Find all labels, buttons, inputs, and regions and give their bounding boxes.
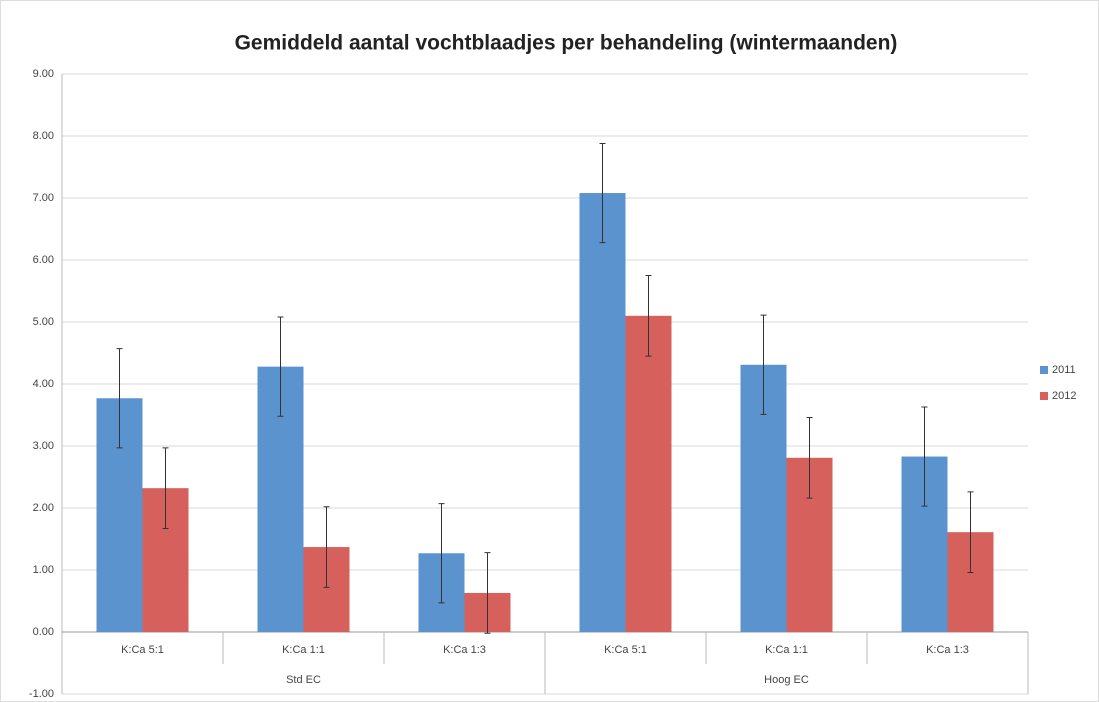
error-bar	[921, 406, 928, 507]
legend-label: 2011	[1052, 364, 1076, 376]
group-label: Std EC	[286, 674, 321, 686]
y-tick-label: -1.00	[29, 688, 54, 700]
y-tick-label: 7.00	[33, 192, 54, 204]
y-tick-label: 9.00	[33, 68, 54, 80]
x-tick-label: K:Ca 1:1	[765, 644, 808, 656]
error-bar	[645, 275, 652, 357]
bar	[579, 193, 626, 633]
legend-swatch	[1040, 366, 1048, 374]
error-bar	[760, 314, 767, 415]
x-tick-label: K:Ca 5:1	[121, 644, 164, 656]
legend-swatch	[1040, 392, 1048, 400]
group-label: Hoog EC	[764, 674, 809, 686]
error-bar	[484, 552, 491, 634]
error-bar	[116, 348, 123, 449]
error-bar	[277, 316, 284, 417]
x-tick-label: K:Ca 1:3	[926, 644, 969, 656]
y-tick-label: 1.00	[33, 564, 54, 576]
error-bar	[806, 416, 813, 499]
error-bar	[162, 447, 169, 529]
y-tick-label: 6.00	[33, 254, 54, 266]
y-tick-label: 2.00	[33, 502, 54, 514]
error-bar	[323, 506, 330, 588]
x-tick-label: K:Ca 5:1	[604, 644, 647, 656]
x-tick-label: K:Ca 1:1	[282, 644, 325, 656]
y-tick-label: 8.00	[33, 130, 54, 142]
error-bar	[967, 491, 974, 573]
x-tick-label: K:Ca 1:3	[443, 644, 486, 656]
error-bar	[438, 503, 445, 604]
legend-label: 2012	[1052, 390, 1076, 402]
y-tick-label: 5.00	[33, 316, 54, 328]
y-tick-label: 3.00	[33, 440, 54, 452]
error-bar	[599, 142, 606, 244]
y-tick-label: 4.00	[33, 378, 54, 390]
chart-title: Gemiddeld aantal vochtblaadjes per behan…	[235, 32, 898, 55]
y-tick-label: 0.00	[33, 626, 54, 638]
bar	[625, 315, 672, 632]
